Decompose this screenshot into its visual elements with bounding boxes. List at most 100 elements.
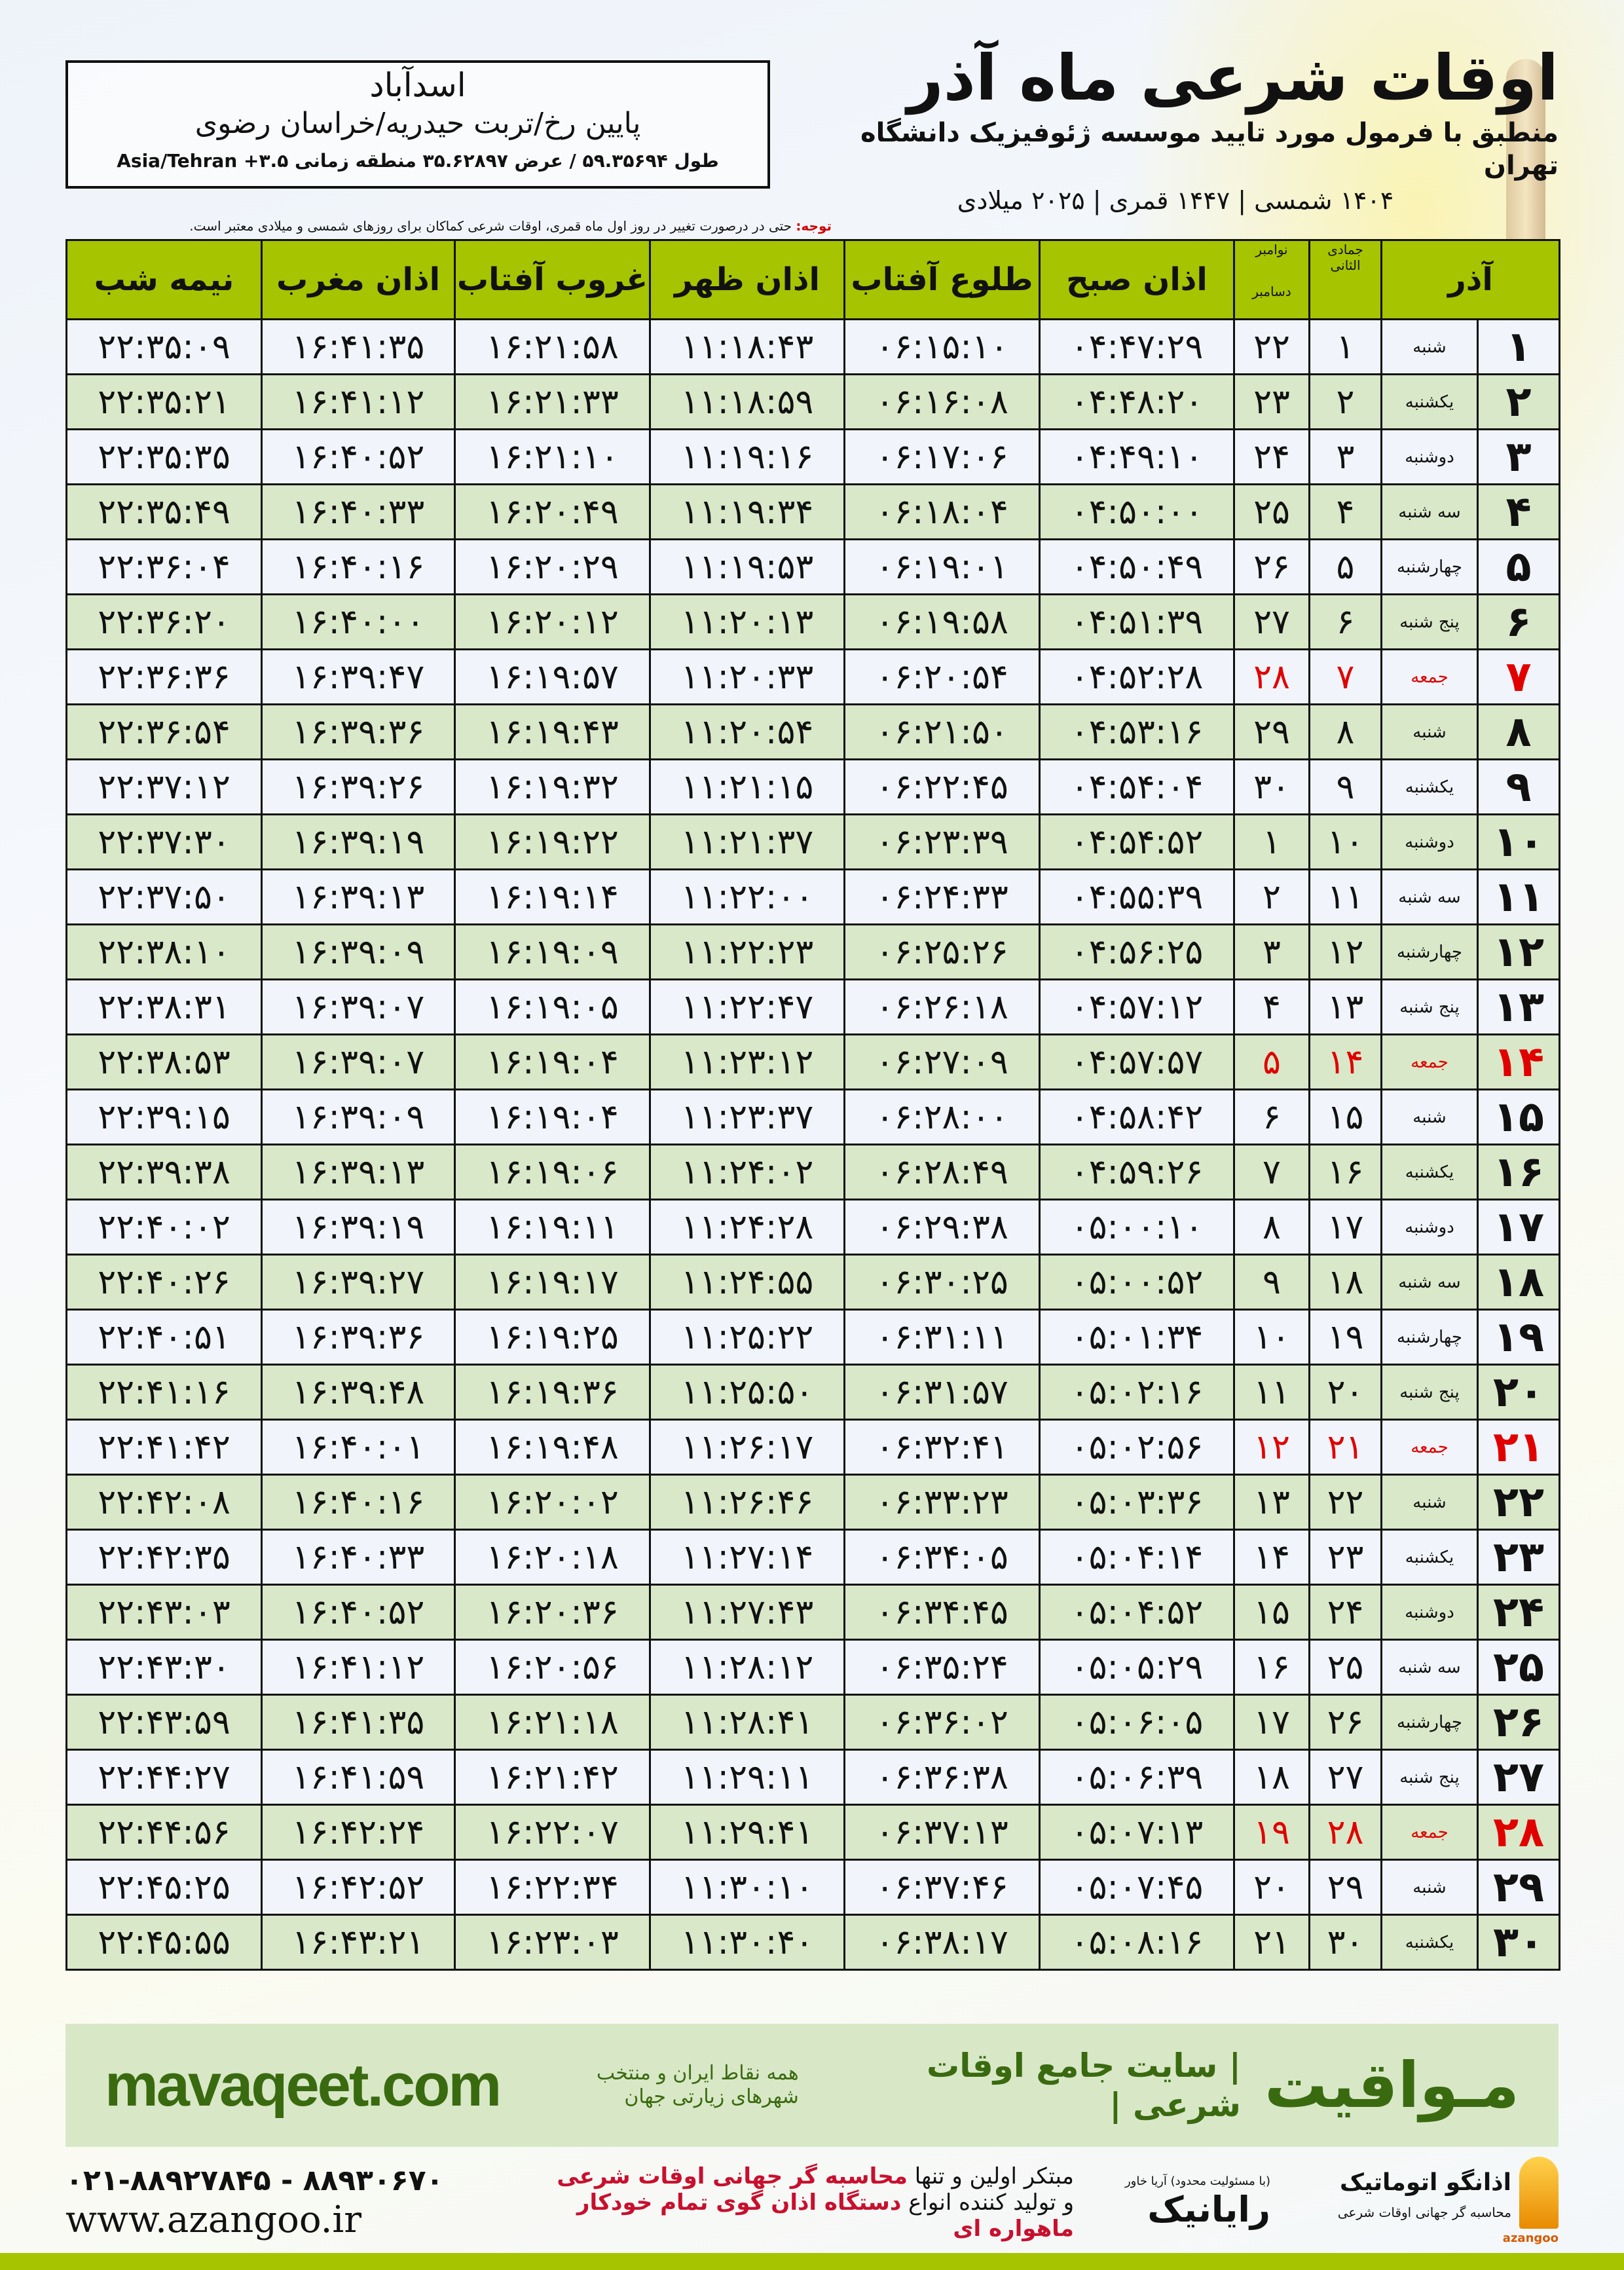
sunrise-cell: ۰۶:۲۸:۴۹ xyxy=(843,1144,1041,1200)
fajr-cell: ۰۴:۴۸:۲۰ xyxy=(1039,373,1235,430)
gregorian-cell: ۱۶ xyxy=(1233,1639,1310,1696)
table-row: ۲۴ دوشنبه ۲۴ ۱۵ ۰۵:۰۴:۵۲ ۰۶:۳۴:۴۵ ۱۱:۲۷:۴۳ ۱۶:۲… xyxy=(65,1584,1560,1641)
maghrib-cell: ۱۶:۴۰:۵۲ xyxy=(261,1584,456,1641)
sunrise-cell: ۰۶:۳۵:۲۴ xyxy=(843,1639,1041,1696)
header-gregorian-top: نوامبر xyxy=(1255,242,1288,257)
dhuhr-cell: ۱۱:۲۱:۳۷ xyxy=(649,813,845,870)
table-row: ۱۹ چهارشنبه ۱۹ ۱۰ ۰۵:۰۱:۳۴ ۰۶:۳۱:۱۱ ۱۱:۲۵:۲۲ ۱۶… xyxy=(65,1309,1560,1366)
midnight-cell: ۲۲:۳۸:۱۰ xyxy=(65,923,263,980)
header-gregorian: نوامبر دسامبر xyxy=(1233,239,1310,320)
hijri-cell: ۲۴ xyxy=(1308,1584,1382,1641)
banner-tagline-secondary: همه نقاط ایران و منتخب شهرهای زیارتی جها… xyxy=(596,2062,799,2108)
sunset-cell: ۱۶:۲۱:۱۸ xyxy=(454,1694,651,1751)
midnight-cell: ۲۲:۴۳:۰۳ xyxy=(65,1584,263,1641)
mavaqeet-banner: مـواقیت | سایت جامع اوقات شرعی | همه نقا… xyxy=(65,2024,1559,2147)
dhuhr-cell: ۱۱:۲۴:۰۲ xyxy=(649,1144,845,1200)
page-subtitle: منطبق با فرمول مورد تایید موسسه ژئوفیزیک… xyxy=(860,118,1559,181)
gregorian-cell: ۲ xyxy=(1233,868,1310,925)
maghrib-cell: ۱۶:۴۲:۲۴ xyxy=(261,1804,456,1861)
maghrib-cell: ۱۶:۳۹:۲۷ xyxy=(261,1254,456,1311)
day-cell: ۲۸ xyxy=(1477,1804,1560,1861)
day-cell: ۱۴ xyxy=(1477,1033,1560,1090)
weekday-cell: شنبه xyxy=(1380,1859,1479,1916)
weekday-cell: پنج شنبه xyxy=(1380,593,1479,650)
maghrib-cell: ۱۶:۳۹:۳۶ xyxy=(261,1309,456,1366)
azangoo-link[interactable]: www.azangoo.ir xyxy=(65,2199,362,2241)
weekday-cell: چهارشنبه xyxy=(1380,923,1479,980)
fajr-cell: ۰۴:۵۶:۲۵ xyxy=(1039,923,1235,980)
azangoo-en: azangoo xyxy=(1502,2231,1559,2245)
sunrise-cell: ۰۶:۱۶:۰۸ xyxy=(843,373,1041,430)
table-row: ۷ جمعه ۷ ۲۸ ۰۴:۵۲:۲۸ ۰۶:۲۰:۵۴ ۱۱:۲۰:۳۳ ۱۶:۱۹:۵۷… xyxy=(65,648,1560,705)
fajr-cell: ۰۵:۰۰:۵۲ xyxy=(1039,1254,1235,1311)
gregorian-cell: ۵ xyxy=(1233,1033,1310,1090)
mavaqeet-link[interactable]: mavaqeet.com xyxy=(105,2052,502,2119)
sunset-cell: ۱۶:۲۱:۵۸ xyxy=(454,318,651,375)
note-text: حتی در درصورت تغییر در روز اول ماه قمری،… xyxy=(189,218,796,234)
maghrib-cell: ۱۶:۳۹:۴۷ xyxy=(261,648,456,705)
midnight-cell: ۲۲:۳۶:۳۶ xyxy=(65,648,263,705)
weekday-cell: شنبه xyxy=(1380,1088,1479,1145)
fajr-cell: ۰۴:۵۴:۰۴ xyxy=(1039,758,1235,815)
sunset-cell: ۱۶:۱۹:۲۲ xyxy=(454,813,651,870)
location-box: اسدآباد پایین رخ/تربت حیدریه/خراسان رضوی… xyxy=(65,60,770,189)
table-row: ۱۲ چهارشنبه ۱۲ ۳ ۰۴:۵۶:۲۵ ۰۶:۲۵:۲۶ ۱۱:۲۲:۲۳ ۱۶:… xyxy=(65,923,1560,980)
header-hijri: جمادی الثانی xyxy=(1308,239,1382,320)
sunrise-cell: ۰۶:۳۴:۴۵ xyxy=(843,1584,1041,1641)
gregorian-cell: ۲۰ xyxy=(1233,1859,1310,1916)
hijri-cell: ۱ xyxy=(1308,318,1382,375)
azangoo-logo: اذانگو اتوماتیک محاسبه گر جهانی اوقات شر… xyxy=(1297,2157,1559,2248)
slogan-1b: محاسبه گر جهانی اوقات شرعی xyxy=(557,2163,908,2189)
gregorian-cell: ۱۴ xyxy=(1233,1529,1310,1586)
sunrise-cell: ۰۶:۱۵:۱۰ xyxy=(843,318,1041,375)
prayer-times-table: آذر جمادی الثانی نوامبر دسامبر اذان صبح ط… xyxy=(65,239,1560,1971)
fajr-cell: ۰۴:۴۹:۱۰ xyxy=(1039,428,1235,485)
weekday-cell: پنج شنبه xyxy=(1380,1364,1479,1421)
gregorian-cell: ۳۰ xyxy=(1233,758,1310,815)
page-title: اوقات شرعی ماه آذر xyxy=(907,41,1559,115)
dhuhr-cell: ۱۱:۲۷:۱۴ xyxy=(649,1529,845,1586)
hijri-cell: ۳۰ xyxy=(1308,1914,1382,1971)
mavaqeet-logo: مـواقیت xyxy=(1264,2049,1519,2122)
day-cell: ۲۲ xyxy=(1477,1474,1560,1531)
dhuhr-cell: ۱۱:۲۹:۱۱ xyxy=(649,1749,845,1806)
sunset-cell: ۱۶:۱۹:۳۶ xyxy=(454,1364,651,1421)
midnight-cell: ۲۲:۳۸:۳۱ xyxy=(65,978,263,1035)
sunrise-cell: ۰۶:۲۴:۳۳ xyxy=(843,868,1041,925)
maghrib-cell: ۱۶:۳۹:۰۷ xyxy=(261,978,456,1035)
sunset-cell: ۱۶:۲۱:۱۰ xyxy=(454,428,651,485)
maghrib-cell: ۱۶:۳۹:۴۸ xyxy=(261,1364,456,1421)
weekday-cell: شنبه xyxy=(1380,1474,1479,1531)
dhuhr-cell: ۱۱:۱۹:۵۳ xyxy=(649,538,845,595)
day-cell: ۱۷ xyxy=(1477,1199,1560,1256)
fajr-cell: ۰۵:۰۶:۰۵ xyxy=(1039,1694,1235,1751)
midnight-cell: ۲۲:۴۴:۲۷ xyxy=(65,1749,263,1806)
sunrise-cell: ۰۶:۳۴:۰۵ xyxy=(843,1529,1041,1586)
day-cell: ۴ xyxy=(1477,483,1560,540)
sunrise-cell: ۰۶:۲۱:۵۰ xyxy=(843,703,1041,760)
hijri-cell: ۲۲ xyxy=(1308,1474,1382,1531)
gregorian-cell: ۲۷ xyxy=(1233,593,1310,650)
weekday-cell: جمعه xyxy=(1380,1804,1479,1861)
fajr-cell: ۰۴:۵۵:۳۹ xyxy=(1039,868,1235,925)
gregorian-cell: ۲۹ xyxy=(1233,703,1310,760)
table-row: ۱۶ یکشنبه ۱۶ ۷ ۰۴:۵۹:۲۶ ۰۶:۲۸:۴۹ ۱۱:۲۴:۰۲ ۱۶:۱۹… xyxy=(65,1144,1560,1200)
weekday-cell: پنج شنبه xyxy=(1380,1749,1479,1806)
gregorian-cell: ۱۲ xyxy=(1233,1419,1310,1476)
dhuhr-cell: ۱۱:۲۰:۳۳ xyxy=(649,648,845,705)
hijri-cell: ۲ xyxy=(1308,373,1382,430)
sunset-cell: ۱۶:۱۹:۱۷ xyxy=(454,1254,651,1311)
sunrise-cell: ۰۶:۲۷:۰۹ xyxy=(843,1033,1041,1090)
hijri-cell: ۱۸ xyxy=(1308,1254,1382,1311)
maghrib-cell: ۱۶:۴۲:۵۲ xyxy=(261,1859,456,1916)
sunset-cell: ۱۶:۱۹:۰۶ xyxy=(454,1144,651,1200)
maghrib-cell: ۱۶:۳۹:۰۹ xyxy=(261,923,456,980)
table-row: ۲۵ سه شنبه ۲۵ ۱۶ ۰۵:۰۵:۲۹ ۰۶:۳۵:۲۴ ۱۱:۲۸:۱۲ ۱۶:… xyxy=(65,1639,1560,1696)
hijri-cell: ۱۳ xyxy=(1308,978,1382,1035)
sunset-cell: ۱۶:۲۰:۲۹ xyxy=(454,538,651,595)
midnight-cell: ۲۲:۴۰:۲۶ xyxy=(65,1254,263,1311)
gregorian-cell: ۱۰ xyxy=(1233,1309,1310,1366)
weekday-cell: سه شنبه xyxy=(1380,1639,1479,1696)
table-row: ۲۳ یکشنبه ۲۳ ۱۴ ۰۵:۰۴:۱۴ ۰۶:۳۴:۰۵ ۱۱:۲۷:۱۴ ۱۶:۲… xyxy=(65,1529,1560,1586)
dhuhr-cell: ۱۱:۲۳:۱۲ xyxy=(649,1033,845,1090)
